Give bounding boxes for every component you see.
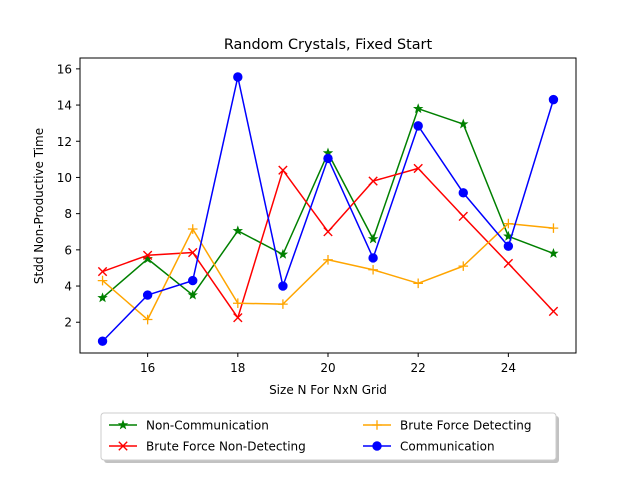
data-point-brute-force-non-detecting (413, 163, 423, 174)
data-point-brute-force-detecting (142, 314, 153, 325)
legend: Non-Communication Brute Force Non-Detecti… (100, 412, 559, 463)
y-tick-label: 10 (57, 171, 72, 185)
legend-item-brute-force-non-detecting: Brute Force Non-Detecting (109, 440, 306, 454)
data-point-brute-force-non-detecting (278, 165, 288, 175)
series-line-non-communication (102, 107, 554, 299)
data-point-non-communication (232, 225, 244, 236)
series-line-brute-force-non-detecting (102, 167, 554, 319)
legend-label: Non-Communication (146, 419, 269, 433)
legend-marker (118, 441, 128, 451)
legend-item-brute-force-detecting: Brute Force Detecting (363, 419, 532, 433)
data-point-non-communication (458, 118, 469, 129)
data-point-non-communication (187, 289, 198, 300)
data-point-brute-force-detecting (503, 218, 514, 229)
data-point-brute-force-detecting (187, 224, 198, 234)
y-tick-label: 12 (57, 135, 72, 149)
data-point-communication (323, 153, 333, 164)
series-brute-force-non-detecting (97, 163, 559, 323)
x-axis-label: Size N For NxN Grid (269, 383, 387, 397)
data-point-communication (97, 336, 108, 346)
data-point-brute-force-non-detecting (188, 247, 198, 258)
chart-title: Random Crystals, Fixed Start (224, 37, 433, 53)
data-point-non-communication (277, 248, 289, 259)
legend-label: Brute Force Non-Detecting (146, 440, 306, 454)
plot-frame (79, 57, 577, 354)
data-point-communication (413, 121, 423, 131)
data-point-brute-force-detecting (97, 275, 108, 286)
series-non-communication (97, 103, 559, 303)
plot-area (79, 57, 577, 354)
data-point-brute-force-non-detecting (97, 266, 108, 277)
data-point-brute-force-detecting (458, 261, 469, 271)
data-point-non-communication (548, 247, 559, 258)
legend-item-non-communication: Non-Communication (109, 419, 269, 433)
x-axis: 16 18 20 22 24 (140, 353, 516, 375)
data-point-brute-force-non-detecting (233, 313, 243, 323)
data-point-brute-force-non-detecting (142, 250, 153, 260)
data-point-brute-force-detecting (413, 278, 423, 289)
series-line-brute-force-detecting (102, 222, 554, 321)
x-tick-label: 24 (501, 361, 516, 375)
legend-label: Brute Force Detecting (400, 419, 532, 433)
data-point-brute-force-non-detecting (323, 227, 333, 237)
data-point-brute-force-non-detecting (548, 306, 559, 317)
data-point-non-communication (367, 233, 379, 244)
y-tick-label: 2 (64, 316, 72, 330)
y-axis-label: Stdd Non-Productive Time (32, 128, 46, 284)
y-tick-label: 16 (57, 62, 72, 76)
legend-frame (100, 412, 557, 461)
y-tick-label: 8 (64, 207, 72, 221)
data-point-non-communication (97, 292, 108, 303)
legend-label: Communication (400, 440, 495, 454)
series-brute-force-detecting (97, 218, 559, 325)
data-point-brute-force-non-detecting (368, 176, 378, 186)
series-line-communication (102, 76, 555, 342)
data-point-brute-force-detecting (368, 264, 378, 275)
data-point-communication (458, 188, 468, 198)
y-tick-label: 6 (64, 243, 72, 257)
data-point-brute-force-detecting (233, 298, 243, 309)
data-point-communication (278, 281, 288, 291)
y-axis: 2 4 6 8 10 12 14 16 (57, 62, 80, 330)
data-point-communication (188, 275, 198, 286)
legend-item-communication: Communication (363, 440, 495, 454)
data-point-brute-force-detecting (548, 223, 559, 233)
legend-marker (372, 441, 382, 451)
data-point-non-communication (142, 253, 153, 264)
series-layer (97, 72, 559, 346)
x-tick-label: 22 (411, 361, 426, 375)
data-point-communication (503, 241, 514, 251)
data-point-brute-force-detecting (323, 254, 333, 265)
x-tick-label: 18 (230, 361, 245, 375)
legend-marker (372, 420, 382, 430)
y-tick-label: 14 (57, 99, 72, 113)
data-point-brute-force-non-detecting (458, 211, 468, 222)
data-point-communication (233, 72, 243, 82)
series-communication (97, 72, 559, 346)
data-point-communication (142, 290, 153, 300)
data-point-non-communication (412, 103, 424, 114)
x-tick-label: 16 (140, 361, 155, 375)
x-tick-label: 20 (320, 361, 335, 375)
data-point-communication (368, 253, 378, 263)
y-tick-label: 4 (64, 280, 72, 294)
data-point-brute-force-detecting (278, 299, 288, 309)
legend-marker (117, 419, 129, 430)
data-point-brute-force-non-detecting (503, 258, 514, 269)
data-point-communication (548, 94, 559, 105)
